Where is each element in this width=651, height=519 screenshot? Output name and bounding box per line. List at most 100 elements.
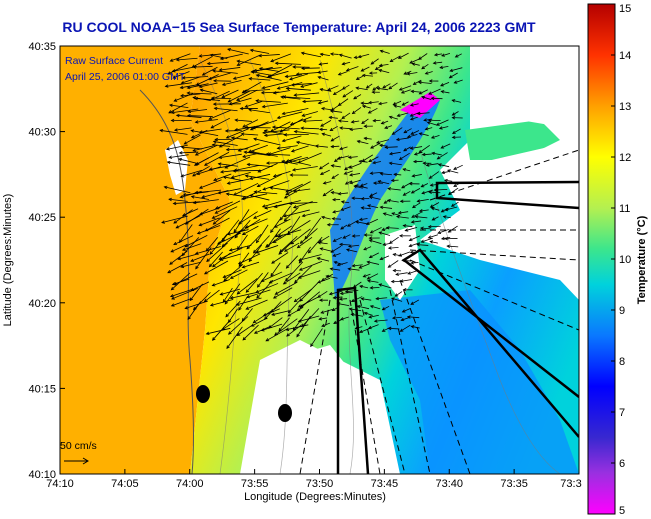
current-vector-head <box>222 175 227 179</box>
current-vector <box>419 133 429 136</box>
current-vector-head <box>297 275 302 279</box>
current-vector <box>344 165 351 171</box>
current-vector <box>202 66 218 76</box>
current-vector <box>286 255 299 269</box>
current-vector <box>447 169 459 174</box>
current-vector <box>206 237 219 252</box>
current-vector <box>171 298 192 307</box>
current-vector-head <box>409 113 414 117</box>
current-vector <box>402 259 412 262</box>
current-vector-head <box>294 279 298 284</box>
current-vector-head <box>378 231 383 235</box>
current-vector <box>245 175 270 180</box>
current-vector-head <box>367 204 371 208</box>
current-vector-head <box>295 72 300 76</box>
current-vector-head <box>298 267 303 271</box>
current-vector-head <box>399 279 404 283</box>
current-vector <box>181 169 203 177</box>
current-vector-head <box>219 292 224 296</box>
current-vector-head <box>253 190 258 194</box>
current-vector-head <box>357 54 362 59</box>
current-vector-head <box>333 158 338 163</box>
current-vector <box>402 307 411 313</box>
current-vector-head <box>236 59 241 64</box>
current-vector-head <box>444 178 448 183</box>
current-vector-head <box>292 189 297 193</box>
current-vector <box>291 145 309 152</box>
current-vector <box>402 168 411 172</box>
current-vector <box>250 49 270 54</box>
current-vector-head <box>409 60 413 64</box>
current-vector-head <box>337 102 342 107</box>
current-vector <box>256 224 269 243</box>
current-vector <box>270 296 292 313</box>
current-vector-head <box>346 223 351 227</box>
current-vector-head <box>318 298 323 302</box>
current-vector-head <box>379 256 384 261</box>
current-vector <box>182 76 208 79</box>
current-vector-head <box>181 76 186 80</box>
x-tick-label: 74:10 <box>46 478 74 490</box>
current-vector <box>318 76 329 81</box>
current-vector <box>436 119 449 126</box>
current-vector-head <box>400 317 405 322</box>
current-vector-head <box>409 103 414 107</box>
current-vector <box>195 246 221 255</box>
current-vector-head <box>372 118 377 123</box>
current-vector-head <box>221 94 226 98</box>
current-vector-head <box>319 171 324 175</box>
current-vector-head <box>444 207 449 212</box>
current-vector-head <box>235 302 240 306</box>
current-vector <box>221 89 239 98</box>
current-vector <box>345 180 352 185</box>
current-vector <box>199 179 222 189</box>
legend-line-1: Raw Surface Current <box>65 55 163 67</box>
current-vector-head <box>360 206 365 210</box>
current-vector-head <box>400 90 405 94</box>
current-vector-head <box>177 256 182 261</box>
current-vector-head <box>300 84 304 88</box>
current-vector <box>251 317 268 327</box>
current-vector-head <box>406 315 411 319</box>
current-vector-head <box>159 128 164 133</box>
colorbar-tick-label: 5 <box>619 505 625 517</box>
current-vector-head <box>358 265 363 269</box>
current-vector-head <box>186 113 191 118</box>
current-vector <box>278 317 290 332</box>
current-vector <box>452 128 461 134</box>
current-vector-head <box>318 62 323 66</box>
current-vector-head <box>349 127 353 132</box>
current-vector-head <box>359 284 363 289</box>
cloud-gap-1 <box>280 345 350 410</box>
current-vector-head <box>341 115 346 120</box>
current-vector-head <box>437 230 442 234</box>
current-vector-head <box>406 72 411 76</box>
current-vector <box>318 242 328 245</box>
current-vector-head <box>208 263 213 268</box>
current-vector-head <box>192 148 197 152</box>
current-vector <box>319 235 330 243</box>
current-vector <box>403 225 413 228</box>
current-vector <box>235 119 252 122</box>
current-vector-head <box>354 326 359 330</box>
current-vector-head <box>369 171 374 175</box>
current-vector-head <box>355 76 360 80</box>
current-vector <box>421 64 429 70</box>
current-vector <box>338 192 349 195</box>
current-vector-head <box>391 316 396 320</box>
current-vector <box>181 76 201 84</box>
current-vector <box>219 67 241 71</box>
current-vector-head <box>408 237 413 242</box>
current-vector-head <box>166 160 171 165</box>
current-vector-head <box>221 326 226 330</box>
current-vector-head <box>447 191 452 196</box>
current-vector <box>251 71 273 76</box>
current-vector-head <box>211 143 216 147</box>
current-vector <box>229 244 252 251</box>
current-vector <box>455 53 462 58</box>
station-marker-1 <box>196 385 210 403</box>
current-vector <box>320 308 333 314</box>
colorbar-tick-label: 10 <box>619 254 631 266</box>
current-vector <box>253 235 270 254</box>
current-vector-head <box>198 185 203 189</box>
